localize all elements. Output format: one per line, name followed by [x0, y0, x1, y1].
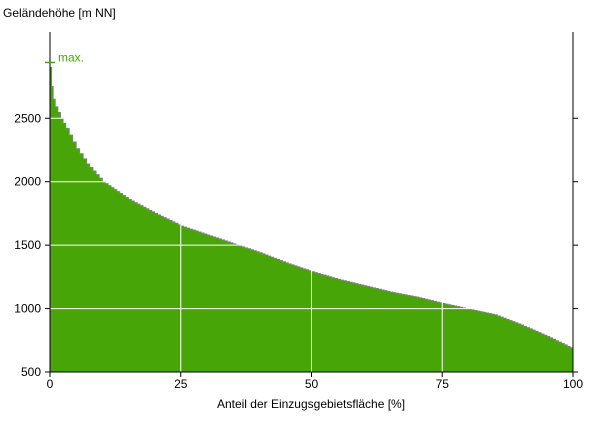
y-axis-label: Geländehöhe [m NN] [3, 6, 116, 20]
y-tick-label: 1000 [14, 302, 41, 316]
x-axis-label: Anteil der Einzugsgebietsfläche [%] [217, 397, 405, 411]
y-tick-label: 2000 [14, 175, 41, 189]
x-tick-label: 25 [174, 377, 188, 391]
max-label: max. [58, 50, 84, 64]
x-tick-label: 0 [47, 377, 54, 391]
x-tick-label: 50 [305, 377, 319, 391]
y-tick-label: 500 [21, 365, 41, 379]
x-tick-label: 75 [436, 377, 450, 391]
y-tick-label: 1500 [14, 238, 41, 252]
x-tick-label: 100 [563, 377, 583, 391]
y-tick-label: 2500 [14, 111, 41, 125]
